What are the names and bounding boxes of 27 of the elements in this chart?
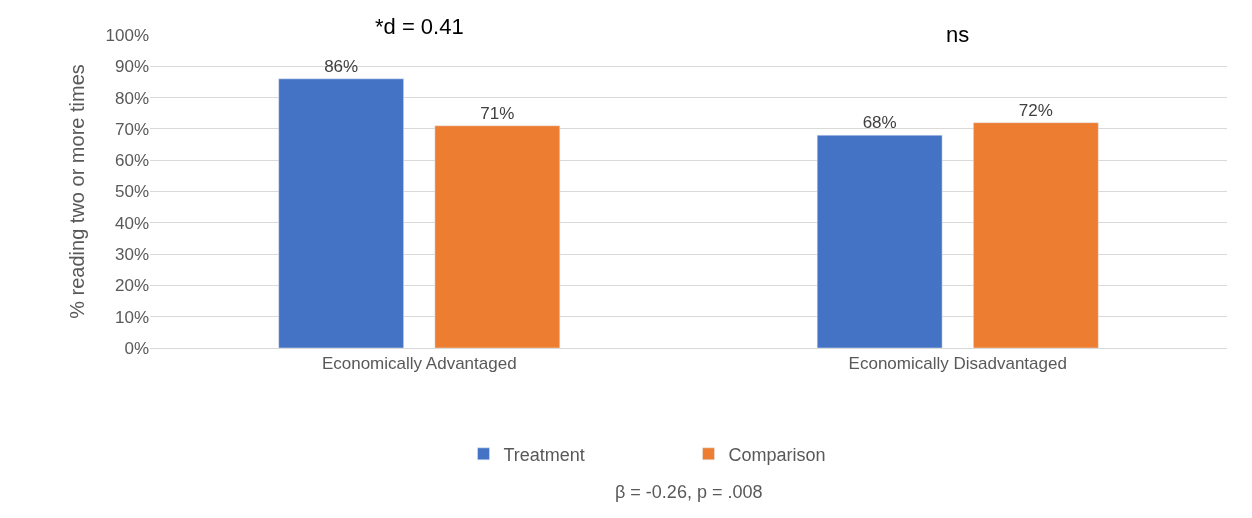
text: β = -0.26, p = .008 xyxy=(615,482,763,502)
bar xyxy=(434,125,561,348)
y-tick-label: 30% xyxy=(114,245,149,265)
y-tick-label: 10% xyxy=(114,307,149,327)
bar xyxy=(278,78,404,348)
y-tick-label: 40% xyxy=(114,213,149,233)
y-tick-label: 80% xyxy=(114,88,149,108)
y-axis-title: % reading two or more times xyxy=(66,64,89,319)
bar xyxy=(816,134,943,348)
y-tick-label: 50% xyxy=(114,182,149,202)
y-tick-label: 60% xyxy=(114,151,149,171)
legend-label: Comparison xyxy=(728,444,826,465)
annotation: *d = 0.41 xyxy=(375,14,464,39)
data-label: 71% xyxy=(480,103,515,123)
annotation: ns xyxy=(946,22,970,47)
legend-label: Treatment xyxy=(503,444,585,465)
x-tick-label: Economically Advantaged xyxy=(321,354,517,374)
y-tick-label: 20% xyxy=(114,276,149,296)
data-label: 86% xyxy=(324,56,359,76)
data-label: 72% xyxy=(1018,100,1053,120)
y-tick-label: 0% xyxy=(124,338,149,358)
bar xyxy=(973,122,1099,348)
y-tick-label: 90% xyxy=(114,57,149,77)
x-tick-label: Economically Disadvantaged xyxy=(848,354,1067,374)
y-tick-label: 70% xyxy=(114,119,149,139)
data-label: 68% xyxy=(862,113,897,133)
y-tick-label: 100% xyxy=(105,25,149,45)
